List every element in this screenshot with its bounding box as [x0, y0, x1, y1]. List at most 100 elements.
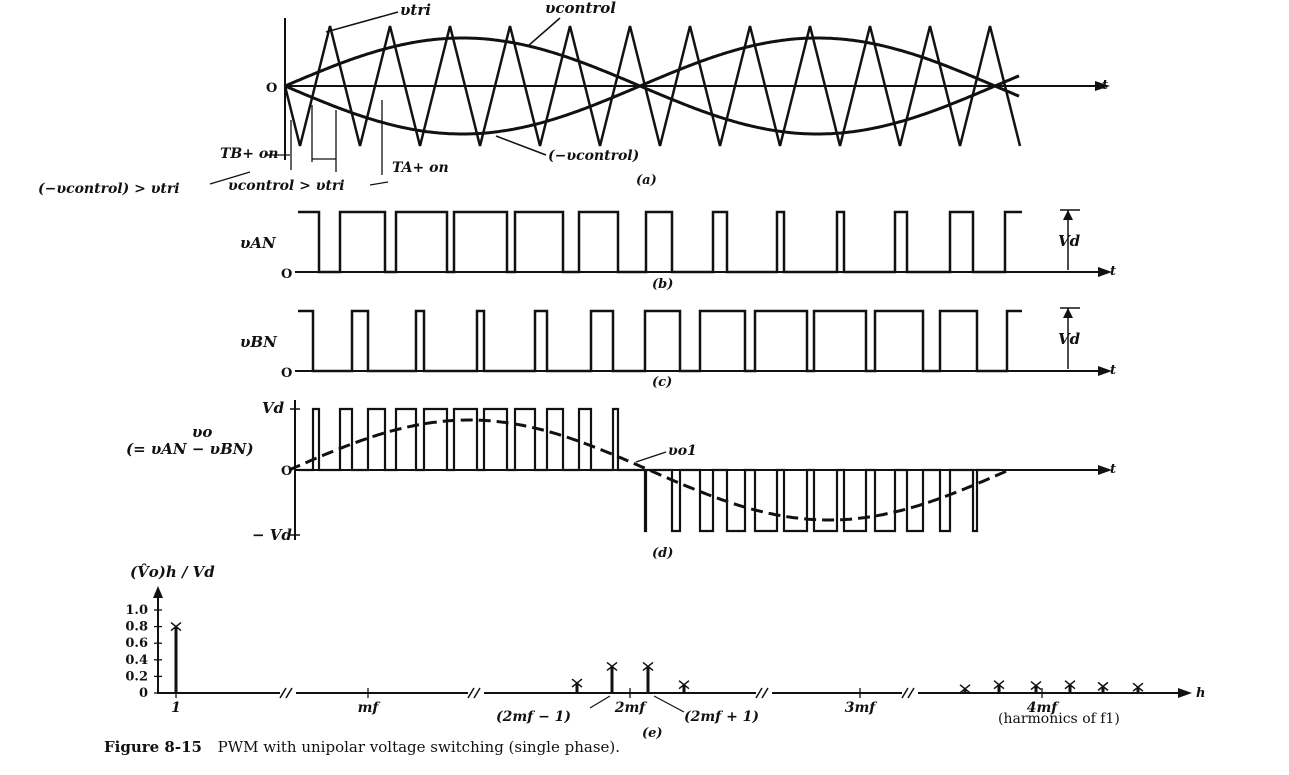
e-harmonic-marker	[170, 622, 182, 632]
c-vd-arrowhead	[1063, 308, 1073, 318]
a-origin: O	[266, 81, 277, 96]
panel-d: Vd O − Vd υo (= υAN − υBN) t υo1 (d)	[126, 399, 1116, 561]
e-x-axis	[158, 687, 1180, 699]
e-axis-break	[285, 687, 293, 699]
v-o1-fundamental	[288, 418, 1010, 522]
e-harmonic-marker	[1030, 680, 1042, 691]
figure-caption: Figure 8-15 PWM with unipolar voltage sw…	[104, 738, 620, 756]
b-vd-arrowhead	[1063, 210, 1073, 220]
c-ylabel: υBN	[240, 333, 278, 351]
panel-d-tag: (d)	[652, 546, 673, 561]
neg-v-control-pointer	[495, 135, 547, 156]
e-harmonic-marker	[642, 661, 654, 672]
e-axis-break	[761, 687, 769, 699]
axis-b-arrow	[1098, 267, 1112, 277]
panel-e: (V̂o)h / Vd 1.0 0.80.6 0.40.2 0 h 1 mf 2mf 3mf…	[125, 563, 1205, 741]
e-axis-break	[901, 687, 909, 699]
e-harmonic-marker	[571, 678, 583, 688]
e-ytick-label: 0.8	[125, 620, 148, 635]
v-control-wave	[284, 36, 1020, 136]
e-ann-right-pointer	[653, 695, 685, 713]
panel-b: υAN O t Vd (b)	[240, 209, 1116, 292]
e-ann-right: (2mf + 1)	[684, 709, 759, 725]
v-o1-pointer	[635, 451, 667, 463]
axis-d-arrow	[1098, 465, 1112, 475]
e-xtick-label: 2mf	[614, 700, 649, 716]
caption-text: PWM with unipolar voltage switching (sin…	[217, 738, 621, 756]
e-axis-break	[473, 687, 481, 699]
e-ann-left: (2mf − 1)	[496, 709, 571, 725]
e-xtick-label: 3mf	[845, 700, 879, 716]
e-ytick-label: 0.4	[125, 653, 148, 668]
d-top-label: Vd	[262, 399, 285, 417]
e-note: (harmonics of f1)	[998, 711, 1120, 727]
cond-neg-label: (−υcontrol) > υtri	[38, 181, 180, 197]
panel-a: O t υtri υcontrol (−υcontrol) TB+ on TA+…	[38, 0, 1110, 197]
e-xlabel: h	[1196, 686, 1205, 701]
v-o-waveform	[298, 407, 1000, 533]
e-yticks: 1.0 0.80.6 0.40.2 0	[125, 603, 162, 701]
e-axis-break	[907, 687, 915, 699]
ta-label: TA+ on	[392, 160, 449, 176]
e-ylabel: (V̂o)h / Vd	[130, 563, 215, 581]
v-control-pointer	[527, 17, 561, 47]
e-axis-x-arrow	[1178, 688, 1192, 698]
e-xtick-label: mf	[358, 700, 382, 716]
v-o1-label: υo1	[668, 443, 697, 459]
e-xtick-label: 4mf	[1027, 700, 1061, 716]
e-harmonic-marker	[606, 661, 618, 672]
e-ytick-label: 1.0	[125, 603, 148, 618]
panel-b-tag: (b)	[652, 277, 673, 292]
neg-v-control-label: (−υcontrol)	[548, 148, 639, 164]
e-ytick-label: 0.6	[125, 636, 148, 651]
tb-label: TB+ on	[220, 146, 278, 162]
e-harmonic-marker	[959, 684, 971, 694]
e-harmonic-marker	[1097, 681, 1109, 691]
e-axis-y-arrow	[153, 586, 163, 598]
d-bottom-label: − Vd	[252, 526, 292, 544]
cond-neg-pointer	[209, 171, 251, 185]
e-xtick-label: 1	[171, 700, 181, 716]
b-vd-label: Vd	[1058, 232, 1081, 250]
c-vd-label: Vd	[1058, 330, 1081, 348]
panel-a-tag: (a)	[636, 173, 657, 188]
axis-c-arrow	[1098, 366, 1112, 376]
b-t-label: t	[1110, 264, 1116, 279]
d-zero: O	[281, 464, 292, 479]
v-tri-label: υtri	[400, 1, 431, 19]
v-tri-pointer	[325, 11, 399, 33]
axis-a-arrow	[1095, 81, 1110, 91]
e-axis-break	[279, 687, 287, 699]
d-ylabel-1: υo	[192, 423, 212, 441]
e-harmonic-marker	[1064, 680, 1076, 690]
e-harmonic-marker	[678, 680, 690, 690]
d-t-label: t	[1110, 462, 1116, 477]
b-ylabel: υAN	[240, 234, 277, 252]
v-an-waveform	[298, 210, 1022, 274]
a-t-label: t	[1102, 78, 1108, 93]
caption-number: Figure 8-15	[104, 738, 202, 756]
e-ytick-label: 0	[139, 686, 148, 701]
e-axis-break	[755, 687, 763, 699]
cond-pos-label: υcontrol > υtri	[228, 178, 345, 194]
v-bn-waveform	[298, 309, 1022, 373]
b-zero: O	[281, 267, 292, 282]
e-harmonic-marker	[1132, 682, 1144, 692]
e-xticks: 1 mf 2mf 3mf 4mf	[171, 688, 1060, 716]
e-ytick-label: 0.2	[125, 669, 148, 684]
e-spectrum-bars	[170, 622, 1144, 694]
c-t-label: t	[1110, 363, 1116, 378]
e-harmonic-marker	[993, 680, 1005, 690]
panel-c-tag: (c)	[652, 375, 672, 390]
v-control-label: υcontrol	[545, 0, 616, 17]
neg-v-control-wave	[284, 36, 1020, 136]
v-tri-wave	[283, 25, 1022, 147]
cond-pos-pointer	[369, 181, 389, 186]
e-axis-break	[467, 687, 475, 699]
e-ann-left-pointer	[589, 695, 611, 709]
d-ylabel-2: (= υAN − υBN)	[126, 440, 254, 458]
c-zero: O	[281, 366, 292, 381]
panel-c: υBN O t Vd (c)	[240, 307, 1116, 390]
panel-e-tag: (e)	[642, 726, 663, 741]
